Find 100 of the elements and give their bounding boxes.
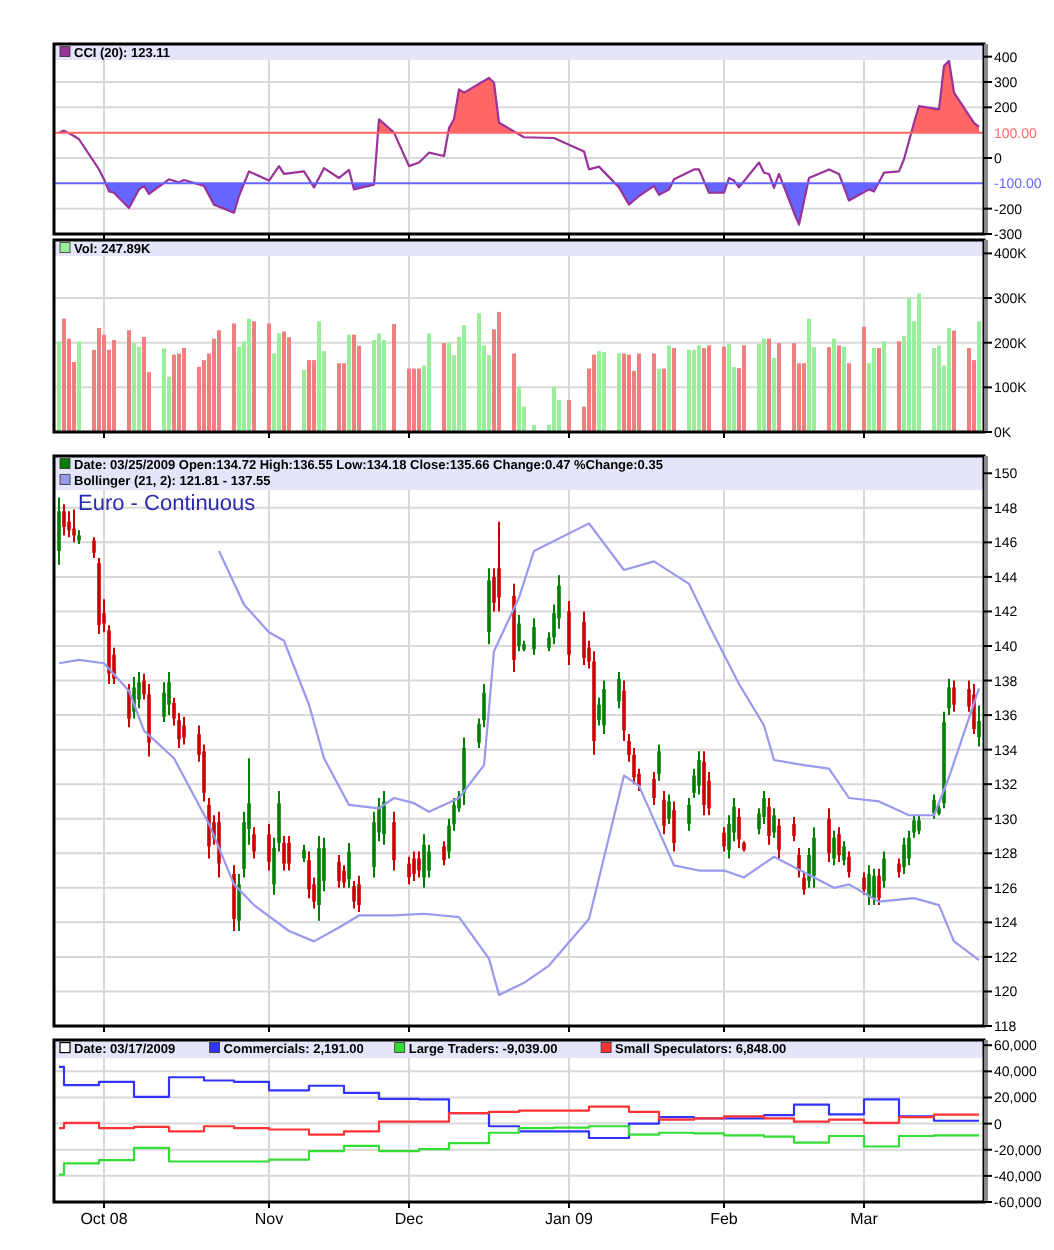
bar: [127, 330, 131, 432]
candlestick: [847, 850, 851, 879]
x-tick-label: Jan 09: [544, 1210, 595, 1228]
bar: [342, 363, 346, 432]
bar: [97, 327, 101, 432]
bar: [692, 349, 696, 432]
bar: [827, 347, 831, 432]
bar: [897, 341, 901, 432]
bar: [112, 340, 116, 432]
bar: [62, 318, 66, 432]
x-tick-label: Feb: [710, 1210, 739, 1228]
candlestick: [597, 696, 601, 727]
candlestick: [232, 864, 236, 932]
bar: [277, 333, 281, 432]
candlestick: [917, 814, 921, 836]
candlestick: [62, 503, 66, 537]
candlestick: [167, 670, 171, 717]
bar: [697, 345, 701, 432]
candlestick: [182, 715, 186, 746]
candlestick: [287, 835, 291, 872]
bar: [687, 349, 691, 432]
bar: [757, 344, 761, 432]
candlestick: [867, 864, 871, 907]
candlestick: [877, 867, 881, 907]
bar: [497, 311, 501, 432]
bar: [662, 368, 666, 432]
bar: [252, 321, 256, 432]
bar: [302, 369, 306, 432]
bar: [337, 363, 341, 432]
bar: [722, 346, 726, 432]
bar: [847, 363, 851, 432]
line-series: [57, 59, 981, 226]
candlestick: [252, 826, 256, 860]
bar: [772, 357, 776, 432]
candlestick: [602, 679, 606, 736]
bar: [552, 386, 556, 432]
candlestick: [497, 520, 501, 613]
bar: [347, 334, 351, 432]
bar: [762, 338, 766, 432]
bar: [792, 343, 796, 432]
x-tick-label: Nov: [254, 1210, 284, 1228]
bar: [657, 368, 661, 432]
candlestick: [347, 841, 351, 889]
bar: [627, 354, 631, 432]
bar: [842, 346, 846, 432]
bar: [282, 331, 286, 432]
bar: [637, 353, 641, 432]
candlestick: [827, 807, 831, 863]
bar: [882, 341, 886, 432]
bar: [872, 348, 876, 432]
bar: [667, 345, 671, 432]
bar: [142, 336, 146, 432]
candlestick: [667, 793, 671, 825]
bar: [417, 368, 421, 432]
candlestick: [617, 670, 621, 710]
candlestick: [772, 807, 776, 839]
bar: [622, 353, 626, 432]
bar: [517, 386, 521, 432]
candlestick: [662, 790, 666, 836]
bar: [312, 360, 316, 432]
bar: [832, 338, 836, 432]
bar: [917, 293, 921, 432]
candlestick: [282, 835, 286, 872]
candlestick: [337, 854, 341, 889]
bar: [182, 348, 186, 432]
bar: [307, 360, 311, 432]
bar: [132, 343, 136, 432]
bar: [202, 360, 206, 432]
candlestick: [812, 826, 816, 889]
candlestick: [687, 797, 691, 832]
bar: [592, 354, 596, 432]
bar: [392, 323, 396, 432]
candlestick: [422, 833, 426, 889]
bar: [377, 333, 381, 432]
bar: [672, 348, 676, 432]
candlestick: [737, 807, 741, 850]
bar: [977, 321, 981, 432]
candlestick: [952, 679, 956, 713]
bar: [777, 343, 781, 432]
candlestick: [897, 857, 901, 879]
bar: [602, 352, 606, 432]
candlestick: [217, 810, 221, 879]
bar: [162, 348, 166, 432]
bar: [287, 337, 291, 432]
bar: [217, 330, 221, 432]
candlestick: [872, 867, 876, 907]
candlestick: [412, 850, 416, 882]
bar: [407, 368, 411, 432]
x-tick-label: Mar: [850, 1210, 879, 1228]
bar: [247, 318, 251, 432]
candlestick: [407, 855, 411, 886]
x-tick-label: Oct 08: [80, 1210, 129, 1228]
candlestick: [702, 750, 706, 817]
bar: [597, 351, 601, 432]
candlestick: [832, 829, 836, 867]
bar: [947, 327, 951, 432]
candlestick: [582, 610, 586, 666]
candlestick: [672, 800, 676, 853]
bar: [652, 353, 656, 432]
bar: [447, 343, 451, 432]
